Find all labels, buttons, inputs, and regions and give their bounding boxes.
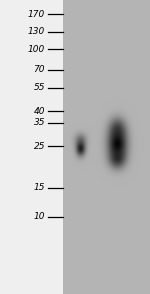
Text: 25: 25 [33, 142, 45, 151]
Text: 15: 15 [33, 183, 45, 192]
Text: 170: 170 [28, 10, 45, 19]
Text: 35: 35 [33, 118, 45, 127]
Text: 130: 130 [28, 27, 45, 36]
Text: 70: 70 [33, 66, 45, 74]
Text: 55: 55 [33, 83, 45, 92]
Text: 10: 10 [33, 213, 45, 221]
Text: 40: 40 [33, 107, 45, 116]
Text: 100: 100 [28, 45, 45, 54]
